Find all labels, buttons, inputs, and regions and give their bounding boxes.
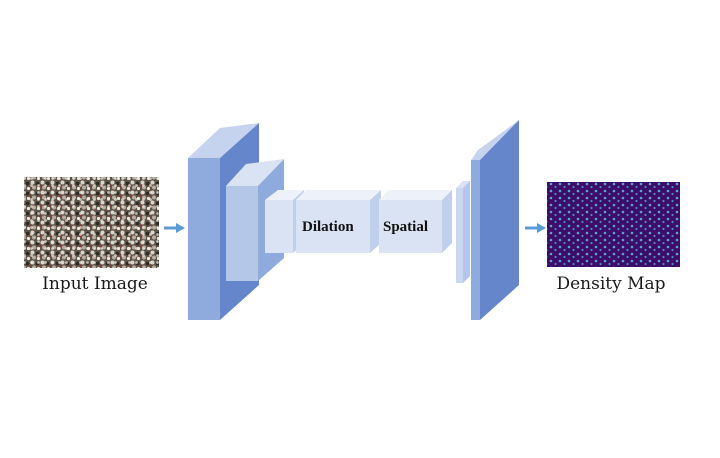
conv-block-2 (226, 159, 284, 281)
density-map-image (547, 182, 680, 267)
dilation-label: Dilation (302, 219, 354, 235)
output-arrow (525, 223, 546, 233)
spatial-block (379, 190, 452, 253)
dilation-block (296, 190, 381, 253)
spatial-label: Spatial (383, 219, 429, 235)
decoder-block-1 (456, 181, 470, 283)
input-image-label: Input Image (42, 274, 148, 294)
decoder-block-2 (471, 120, 519, 320)
input-image (24, 177, 159, 268)
input-arrow (164, 223, 185, 233)
conv-block-3 (265, 190, 304, 253)
density-map-label: Density Map (556, 274, 666, 294)
